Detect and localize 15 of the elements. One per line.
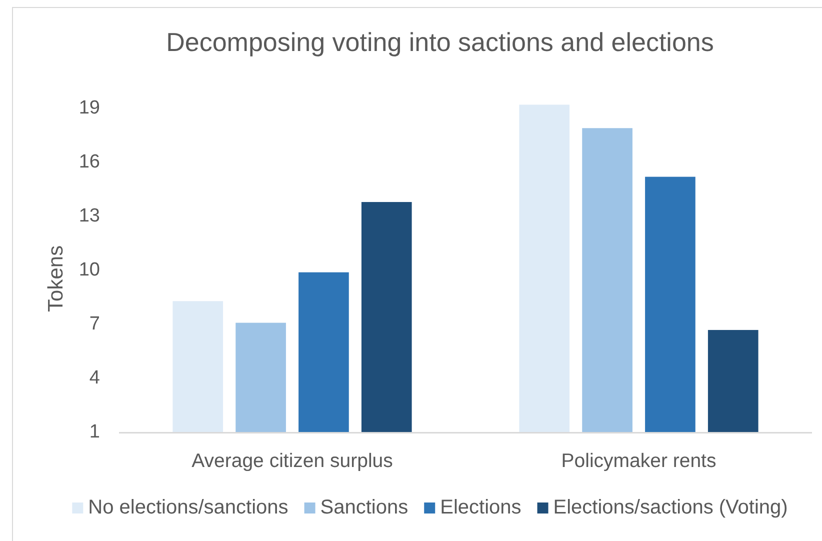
x-tick-label: Policymaker rents <box>561 450 716 472</box>
y-tick-label: 4 <box>89 368 100 389</box>
legend-label: Elections <box>440 496 522 518</box>
legend-label: No elections/sanctions <box>88 496 288 518</box>
legend-label: Elections/sactions (Voting) <box>553 496 788 518</box>
y-axis-title: Tokens <box>44 245 68 312</box>
x-tick-label: Average citizen surplus <box>192 450 394 472</box>
chart-title: Decomposing voting into sactions and elections <box>166 26 714 57</box>
y-tick-label: 19 <box>78 97 100 118</box>
y-tick-label: 13 <box>78 205 100 226</box>
y-tick-label: 1 <box>89 422 100 443</box>
y-tick-label: 10 <box>78 260 100 281</box>
y-tick-label: 16 <box>78 151 100 172</box>
y-tick-label: 7 <box>89 314 100 335</box>
legend-label: Sanctions <box>320 496 408 518</box>
